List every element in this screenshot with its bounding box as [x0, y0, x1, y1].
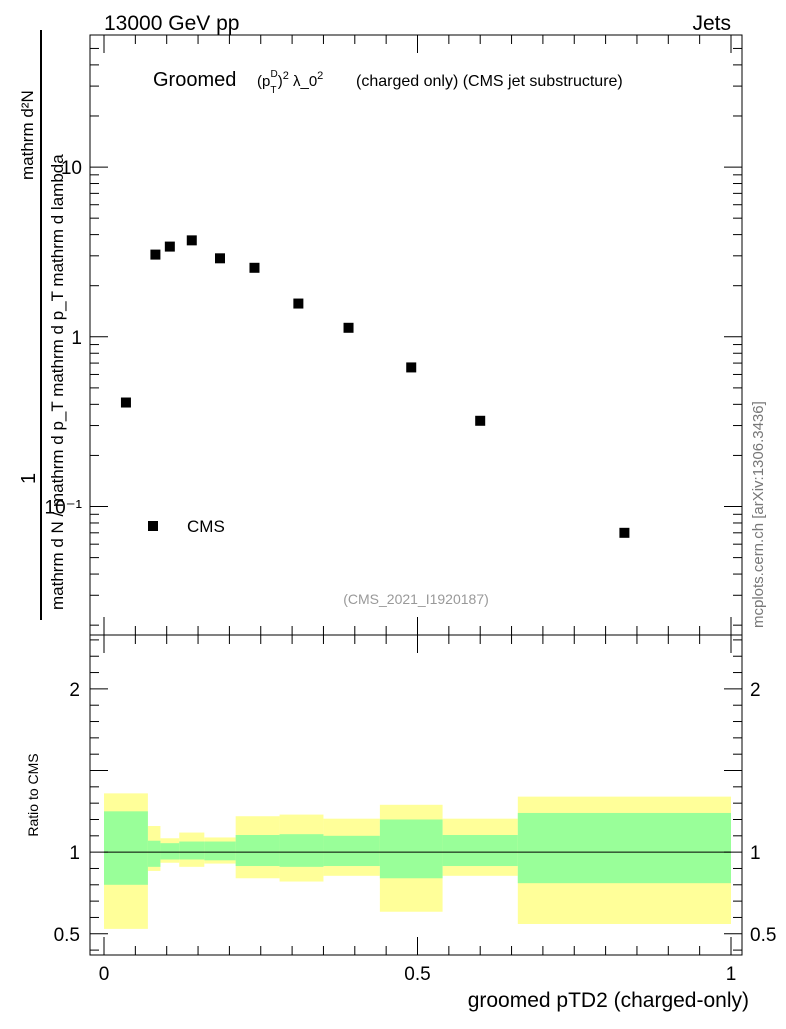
inner-uncertainty-band	[204, 841, 236, 861]
data-point	[186, 235, 197, 246]
ratio-y-tick-label: 1	[69, 843, 80, 864]
plot-title: Groomed (pTD)2 λ_02 (charged only) (CMS …	[153, 69, 623, 96]
data-point	[343, 322, 354, 333]
y-tick-label: 1	[71, 328, 82, 349]
process-label: Jets	[692, 12, 731, 35]
y-label-numerator: mathrm d²N	[18, 90, 37, 180]
main-y-axis-label: 1 mathrm d N / mathrm d p_T mathrm d p_T…	[18, 30, 67, 620]
ratio-y-tick-label: 2	[69, 680, 80, 701]
title-formula: (pTD)2 λ_02	[257, 69, 323, 96]
ratio-y-tick-label: 0.5	[54, 925, 80, 946]
x-axis-label: groomed pTD2 (charged-only)	[468, 989, 749, 1012]
data-point	[406, 362, 417, 373]
analysis-tag: (CMS_2021_I1920187)	[343, 591, 489, 607]
data-point	[214, 253, 225, 264]
data-point	[475, 415, 486, 426]
legend-marker	[148, 521, 158, 531]
main-panel-frame	[89, 34, 743, 636]
x-tick-label: 0	[99, 964, 110, 985]
ratio-y-tick-label-right: 2	[750, 680, 761, 701]
data-point	[619, 527, 630, 538]
ratio-y-tick-label-right: 0.5	[750, 925, 776, 946]
ratio-panel-frame	[89, 634, 743, 956]
ratio-axis-ticks	[90, 635, 742, 955]
source-label: mcplots.cern.ch [arXiv:1306.3436]	[750, 401, 767, 628]
energy-label: 13000 GeV pp	[104, 12, 239, 35]
inner-uncertainty-band	[235, 835, 280, 867]
x-tick-label: 0.5	[404, 964, 430, 985]
inner-uncertainty-band	[160, 843, 180, 860]
data-point	[150, 249, 161, 260]
data-point	[164, 241, 175, 252]
y-tick-label: 10	[61, 158, 82, 179]
y-tick-label: 10⁻¹	[45, 498, 83, 519]
ratio-bands	[104, 793, 731, 929]
ratio-y-axis-label: Ratio to CMS	[25, 753, 41, 836]
title-prefix: Groomed	[153, 69, 236, 91]
title-suffix: (charged only) (CMS jet substructure)	[356, 73, 623, 90]
data-point	[293, 298, 304, 309]
inner-uncertainty-band	[323, 835, 380, 867]
data-markers	[120, 235, 630, 538]
inner-uncertainty-band	[279, 834, 324, 867]
inner-uncertainty-band	[442, 835, 518, 867]
y-label-denominator: mathrm d N / mathrm d p_T mathrm d p_T m…	[48, 154, 67, 610]
ratio-y-tick-labels: 2 2 1 1 0.5 0.5	[54, 680, 777, 946]
ratio-y-tick-label-right: 1	[750, 843, 761, 864]
y-label-prefix: 1	[18, 473, 40, 484]
inner-uncertainty-band	[147, 840, 161, 867]
legend-label: CMS	[187, 517, 225, 536]
inner-uncertainty-band	[179, 841, 205, 860]
inner-uncertainty-band	[379, 819, 443, 879]
data-point	[249, 262, 260, 273]
main-y-tick-labels: 10 1 10⁻¹	[45, 158, 83, 518]
x-tick-label: 1	[726, 964, 737, 985]
data-point	[120, 397, 131, 408]
inner-uncertainty-band	[517, 812, 731, 884]
x-tick-labels: 0 0.5 1	[99, 964, 737, 985]
inner-uncertainty-band	[104, 811, 148, 885]
main-axis-ticks	[90, 34, 742, 635]
